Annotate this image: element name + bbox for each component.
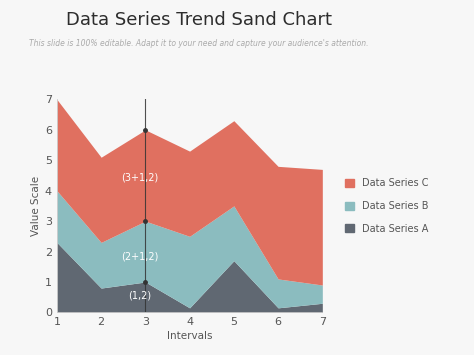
Y-axis label: Value Scale: Value Scale xyxy=(31,176,41,236)
Text: (1,2): (1,2) xyxy=(128,291,152,301)
Text: (3+1,2): (3+1,2) xyxy=(121,172,158,182)
Text: (2+1,2): (2+1,2) xyxy=(121,251,158,261)
Legend: Data Series C, Data Series B, Data Series A: Data Series C, Data Series B, Data Serie… xyxy=(340,173,433,239)
X-axis label: Intervals: Intervals xyxy=(167,332,212,342)
Text: Data Series Trend Sand Chart: Data Series Trend Sand Chart xyxy=(66,11,332,29)
Text: This slide is 100% editable. Adapt it to your need and capture your audience's a: This slide is 100% editable. Adapt it to… xyxy=(29,39,369,48)
